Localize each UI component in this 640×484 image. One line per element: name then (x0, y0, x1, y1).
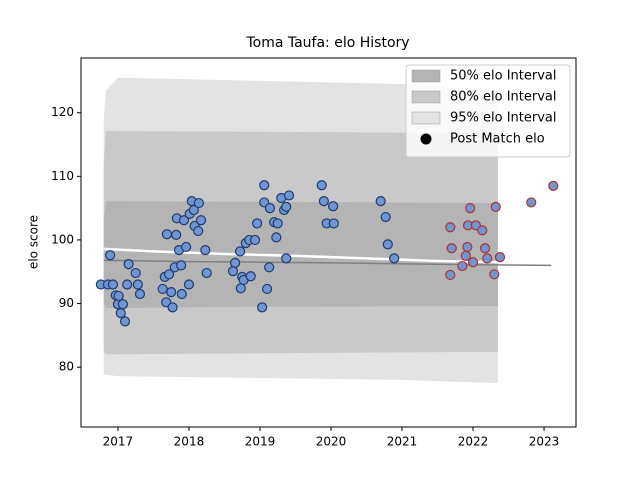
y-tick-label: 120 (51, 105, 74, 119)
data-point (380, 211, 391, 223)
y-tick-label: 80 (59, 360, 74, 374)
data-point (171, 229, 182, 240)
data-point (316, 180, 327, 191)
data-point (115, 308, 126, 319)
data-point (107, 279, 119, 290)
data-point (181, 241, 192, 253)
data-point (446, 243, 457, 254)
data-point (462, 241, 473, 253)
data-point (375, 196, 386, 207)
data-point (122, 279, 133, 290)
data-point (105, 250, 116, 261)
legend-swatch (411, 90, 441, 104)
data-point (382, 239, 393, 250)
data-point (465, 203, 476, 214)
legend-marker (420, 133, 432, 145)
legend-label: Post Match elo (450, 132, 545, 147)
x-tick-label: 2023 (529, 435, 560, 449)
chart-title: Toma Taufa: elo History (245, 35, 409, 51)
data-point (176, 288, 187, 300)
data-point (467, 257, 479, 268)
data-point (201, 267, 212, 279)
data-point (479, 243, 491, 254)
data-point (117, 299, 129, 310)
data-point (318, 196, 329, 207)
trend-line (103, 247, 502, 264)
x-tick-label: 2020 (316, 435, 347, 449)
data-point (264, 262, 275, 273)
data-point (328, 201, 339, 212)
y-tick-label: 110 (51, 169, 74, 183)
data-point (477, 225, 488, 236)
data-point (445, 222, 456, 233)
data-point (132, 279, 143, 290)
x-tick-label: 2019 (245, 435, 276, 449)
data-point (234, 246, 246, 257)
legend-label: 95% elo Interval (450, 111, 557, 126)
data-point (283, 190, 295, 201)
data-point (256, 302, 268, 313)
data-point (245, 271, 256, 282)
legend-swatch (411, 111, 441, 125)
x-tick-label: 2022 (458, 435, 489, 449)
x-tick-label: 2017 (103, 435, 134, 449)
data-point (494, 252, 506, 263)
data-point (261, 283, 273, 295)
data-point (119, 316, 131, 327)
data-point (457, 260, 468, 272)
plot-area (95, 77, 559, 384)
interval-band (103, 201, 498, 309)
legend-label: 80% elo Interval (450, 90, 557, 105)
data-point (272, 218, 283, 229)
data-point (166, 287, 177, 298)
data-point (163, 269, 175, 280)
y-axis-label: elo score (27, 215, 41, 269)
data-point (130, 267, 141, 279)
data-point (445, 269, 456, 281)
data-point (176, 260, 187, 271)
data-point (281, 201, 292, 212)
data-point (328, 218, 339, 229)
data-point (271, 232, 282, 243)
data-point (230, 257, 241, 268)
data-point (281, 253, 292, 264)
data-point (235, 283, 246, 294)
data-point (249, 234, 261, 246)
data-point (389, 253, 400, 264)
data-point (526, 197, 537, 208)
data-point (167, 302, 178, 313)
data-point (259, 180, 270, 191)
data-point (548, 180, 559, 191)
data-point (193, 197, 204, 209)
data-point (200, 245, 211, 256)
data-point (134, 288, 146, 300)
data-point (193, 225, 204, 237)
legend-label: 50% elo Interval (450, 69, 557, 84)
axes-frame (80, 57, 577, 428)
data-point (183, 279, 195, 290)
data-point (161, 229, 173, 240)
trend-line (103, 259, 552, 267)
data-point (482, 253, 493, 264)
y-tick-label: 90 (59, 296, 74, 310)
data-point (490, 201, 501, 212)
data-point (489, 269, 500, 280)
x-tick-label: 2021 (387, 435, 418, 449)
data-point (113, 290, 124, 302)
data-point (252, 218, 263, 229)
data-point (195, 215, 207, 226)
legend: 50% elo Interval 80% elo Interval 95% elo … (405, 64, 571, 158)
data-point (123, 259, 134, 270)
data-point (188, 204, 200, 216)
y-tick-label: 100 (51, 232, 74, 246)
data-point (227, 266, 239, 277)
data-point (157, 283, 168, 295)
x-tick-label: 2018 (174, 435, 205, 449)
data-point (178, 215, 190, 226)
legend-box (405, 64, 571, 158)
legend-swatch (411, 69, 441, 83)
data-point (264, 203, 276, 214)
